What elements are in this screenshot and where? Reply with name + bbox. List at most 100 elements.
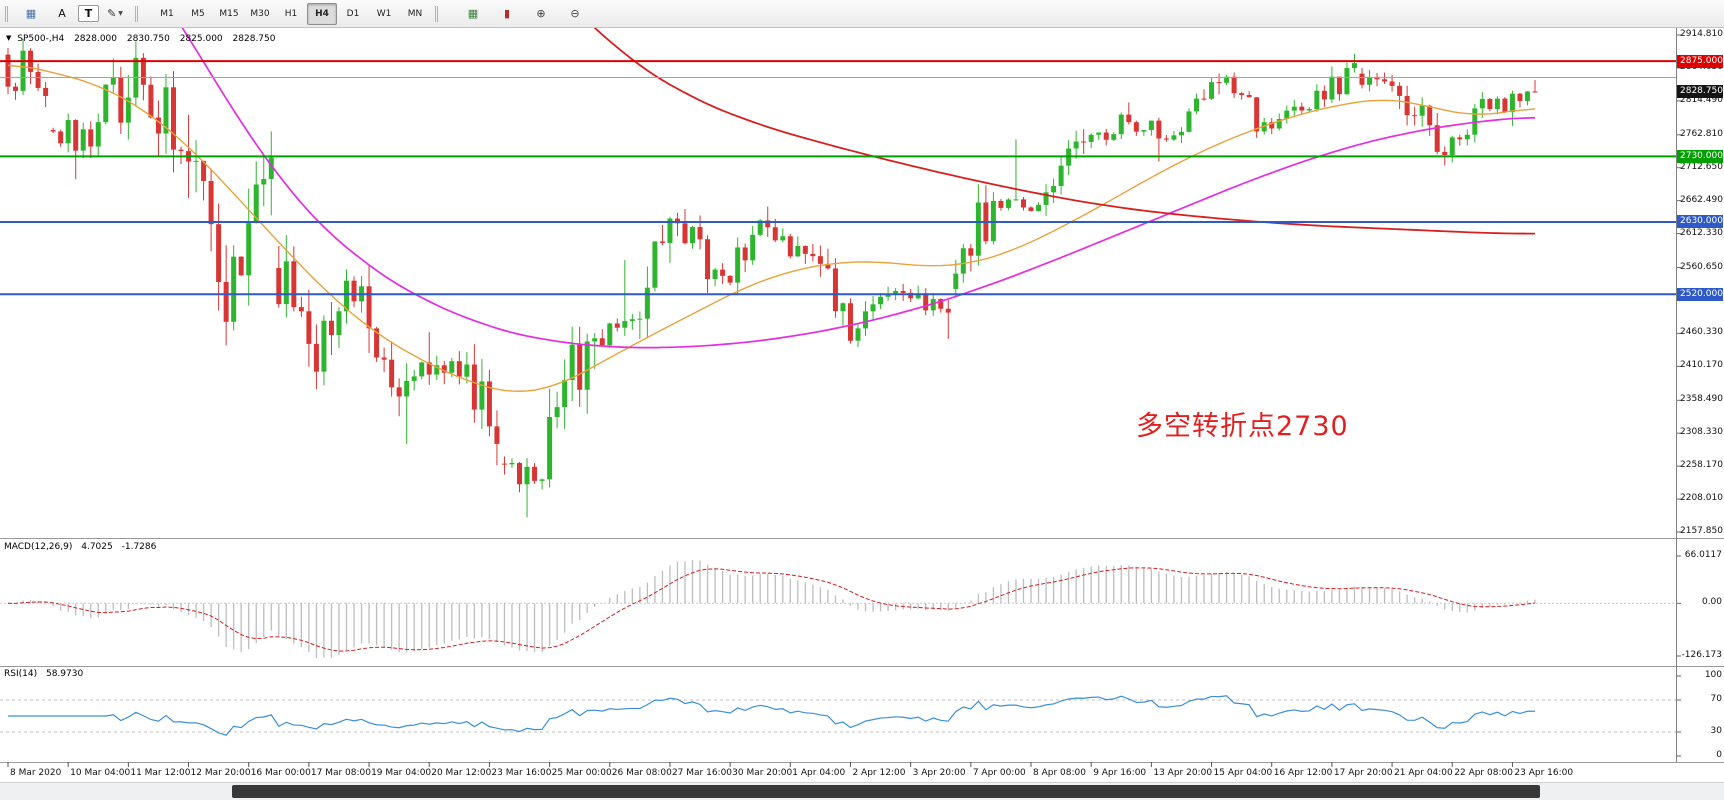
timeframe-m30[interactable]: M30 — [250, 8, 270, 19]
drawing-tools-group: ▦ A T ✎ ▼ — [16, 3, 130, 25]
time-axis-label: 16 Mar 00:00 — [250, 768, 311, 778]
time-axis-label: 23 Apr 16:00 — [1514, 768, 1574, 778]
time-axis-label: 17 Apr 20:00 — [1333, 768, 1393, 778]
time-axis-label: 27 Mar 16:00 — [671, 768, 733, 778]
chart-window-icon[interactable]: ▦ — [16, 3, 46, 25]
price-axis-label: 2762.810 — [1680, 128, 1723, 139]
rsi-value: 58.9730 — [45, 669, 84, 679]
time-axis-label: 15 Apr 04:00 — [1213, 768, 1273, 778]
rsi-axis-label: 70 — [1710, 694, 1722, 704]
zoom-in-icon: ⊕ — [536, 7, 546, 20]
timeframe-m15[interactable]: M15 — [219, 8, 239, 19]
timeframe-h1[interactable]: H1 — [284, 8, 298, 19]
time-axis-label: 19 Mar 04:00 — [371, 768, 432, 778]
time-axis-label: 16 Apr 12:00 — [1273, 768, 1333, 778]
time-axis-label: 30 Mar 20:00 — [732, 768, 793, 778]
time-axis-label: 12 Mar 20:00 — [190, 768, 251, 778]
chart-annotation-text[interactable]: 多空转折点2730 — [1136, 411, 1349, 442]
horizontal-scrollbar[interactable] — [0, 782, 1724, 800]
rsi-axis-label: 0 — [1716, 750, 1722, 760]
time-axis-label: 17 Mar 08:00 — [310, 768, 371, 778]
price-axis-label: 2208.010 — [1680, 493, 1723, 504]
rsi-name: RSI(14) — [4, 669, 38, 679]
time-axis-label: 7 Apr 00:00 — [972, 768, 1026, 778]
time-axis-label: 25 Mar 00:00 — [551, 768, 612, 778]
scrollbar-thumb[interactable] — [232, 785, 1540, 798]
chart-candles-icon[interactable]: ▮ — [492, 3, 522, 25]
current-price-tag: 2828.750 — [1677, 85, 1723, 98]
price-axis-label: 2157.850 — [1680, 526, 1723, 536]
timeframes-group: M1 M5 M15 M30 H1 H4 D1 W1 MN — [152, 2, 430, 25]
macd-axis-label: -126.173 — [1681, 650, 1722, 660]
macd-signal-value: -1.7286 — [121, 542, 157, 552]
timeframe-m5[interactable]: M5 — [191, 8, 205, 19]
time-axis-label: 10 Mar 04:00 — [70, 768, 131, 778]
price-line-tag: 2520.000 — [1677, 287, 1723, 301]
zoom-out-icon: ⊖ — [570, 7, 580, 20]
draw-tools-icon: ✎ — [107, 7, 117, 20]
price-axis-label: 2662.490 — [1680, 194, 1723, 205]
chevron-down-icon: ▼ — [118, 10, 123, 17]
time-axis-label: 11 Mar 12:00 — [130, 768, 191, 778]
time-axis-label: 8 Mar 2020 — [10, 768, 62, 778]
time-axis-label: 1 Apr 04:00 — [792, 768, 846, 778]
zoom-out-icon[interactable]: ⊖ — [560, 3, 590, 25]
ohlc-low: 2825.000 — [179, 34, 223, 44]
new-chart-icon[interactable]: ▦ — [458, 3, 488, 25]
price-axis-label: 2814.490 — [1680, 94, 1723, 105]
timeframe-h4[interactable]: H4 — [307, 2, 337, 25]
time-axis-label: 3 Apr 20:00 — [912, 768, 966, 778]
text-label-tool-icon[interactable]: A — [47, 3, 77, 25]
time-axis-label: 23 Mar 16:00 — [491, 768, 552, 778]
chart-title: ▼ SP500-,H4 2828.000 2830.750 2825.000 2… — [6, 34, 276, 44]
time-axis-label: 21 Apr 04:00 — [1394, 768, 1453, 778]
price-axis-label: 2560.650 — [1680, 261, 1723, 272]
timeframe-mn[interactable]: MN — [407, 8, 423, 19]
rsi-axis-label: 100 — [1704, 670, 1722, 680]
time-axis-label: 13 Apr 20:00 — [1153, 768, 1213, 778]
time-axis-label: 26 Mar 08:00 — [611, 768, 672, 778]
price-axis-label: 2358.490 — [1680, 394, 1723, 405]
timeframe-d1[interactable]: D1 — [346, 8, 360, 19]
chart-window-icon: ▦ — [25, 7, 37, 20]
toolbar: ▦ A T ✎ ▼ M1 M5 M15 M30 H1 H4 D1 W1 MN ▦ ▮ ⊕ ⊖ — [0, 0, 1724, 28]
price-line-tag: 2875.000 — [1677, 54, 1723, 68]
macd-name: MACD(12,26,9) — [4, 542, 73, 552]
rsi-indicator-label: RSI(14) 58.9730 — [4, 669, 83, 679]
time-axis-label: 9 Apr 16:00 — [1093, 768, 1147, 778]
time-axis-label: 8 Apr 08:00 — [1033, 768, 1086, 778]
macd-main-value: 4.7025 — [81, 542, 113, 552]
toolbar-grip[interactable] — [5, 5, 11, 22]
ohlc-close: 2828.750 — [232, 34, 276, 44]
time-axis-label: 20 Mar 12:00 — [431, 768, 492, 778]
symbol-period-label: SP500-,H4 — [17, 34, 65, 44]
draw-tools-icon[interactable]: ✎ ▼ — [100, 3, 130, 25]
macd-axis-label: 0.00 — [1701, 597, 1722, 608]
price-axis-label: 2410.170 — [1680, 360, 1723, 371]
chart-tools-group: ▦ ▮ ⊕ ⊖ — [458, 3, 590, 25]
price-axis-label: 2308.330 — [1680, 427, 1723, 438]
ohlc-high: 2830.750 — [126, 34, 170, 44]
new-chart-icon: ▦ — [467, 7, 479, 20]
macd-axis-label: 66.0117 — [1684, 550, 1722, 560]
time-axis-label: 2 Apr 12:00 — [852, 768, 906, 778]
ohlc-open: 2828.000 — [74, 34, 118, 44]
price-axis-label: 2712.650 — [1680, 161, 1723, 172]
toolbar-grip[interactable] — [435, 5, 441, 22]
toolbar-grip[interactable] — [135, 5, 141, 22]
price-axis-label: 2460.330 — [1680, 327, 1723, 338]
text-tool-icon[interactable]: T — [78, 5, 99, 22]
price-axis-label: 2612.330 — [1680, 227, 1723, 238]
text-tool-icon: T — [84, 7, 93, 20]
time-axis-label: 22 Apr 08:00 — [1454, 768, 1513, 778]
macd-indicator-label: MACD(12,26,9) 4.7025 -1.7286 — [4, 542, 156, 552]
rsi-axis-label: 30 — [1710, 726, 1722, 736]
chart-menu-arrow-icon[interactable]: ▼ — [6, 34, 12, 42]
price-line-tag: 2630.000 — [1677, 215, 1723, 229]
timeframe-w1[interactable]: W1 — [376, 8, 392, 19]
timeframe-m1[interactable]: M1 — [160, 8, 174, 19]
price-line-tag: 2730.000 — [1677, 149, 1723, 163]
chart-candles-icon: ▮ — [503, 7, 511, 20]
zoom-in-icon[interactable]: ⊕ — [526, 3, 556, 25]
